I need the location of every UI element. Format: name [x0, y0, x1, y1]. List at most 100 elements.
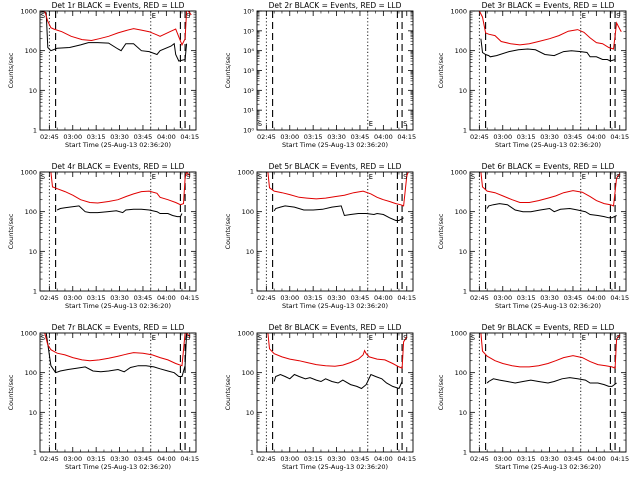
y-tick-label: 1000: [237, 330, 254, 338]
y-tick-label: 1000: [450, 169, 467, 177]
y-tick-label: 100: [455, 369, 467, 377]
x-tick-label: 04:00: [157, 455, 176, 463]
marker-S: S: [258, 173, 262, 181]
x-tick-label: 04:00: [374, 133, 393, 141]
marker-S: S: [186, 334, 190, 342]
x-tick-label: 04:00: [587, 133, 606, 141]
y-tick-label: 10¹: [243, 107, 254, 115]
x-tick-label: 03:15: [87, 455, 106, 463]
x-tick-label: 03:45: [134, 133, 153, 141]
panel-title: Det 3r BLACK = Events, RED = LLD: [482, 1, 615, 10]
y-tick-label: 1: [463, 449, 467, 457]
y-tick-label: 1: [463, 288, 467, 296]
marker-E: E: [152, 173, 156, 181]
x-tick-label: 02:45: [40, 294, 59, 302]
x-tick-label: 03:00: [63, 133, 82, 141]
y-tick-label: 1000: [20, 169, 37, 177]
x-tick-label: 03:00: [63, 294, 82, 302]
x-tick-label: 03:45: [564, 455, 583, 463]
marker-S: S: [403, 334, 407, 342]
marker-S: S: [471, 173, 475, 181]
series-events: [56, 205, 183, 218]
x-tick-label: 03:30: [110, 294, 129, 302]
y-tick-label: 10³: [243, 67, 254, 75]
panel-title: Det 7r BLACK = Events, RED = LLD: [52, 323, 185, 332]
series-events: [273, 205, 404, 221]
x-tick-label: 03:15: [87, 133, 106, 141]
y-tick-label: 100: [242, 369, 254, 377]
y-tick-label: 100: [242, 208, 254, 216]
x-axis-label: Start Time (25-Aug-13 02:36:20): [65, 463, 171, 471]
panel-title: Det 5r BLACK = Events, RED = LLD: [269, 162, 402, 171]
y-tick-label: 10²: [243, 87, 254, 95]
x-tick-label: 02:45: [470, 455, 489, 463]
x-axis-label: Start Time (25-Aug-13 02:36:20): [495, 302, 601, 310]
x-tick-label: 04:00: [374, 294, 393, 302]
y-axis-label: Counts/sec: [437, 213, 445, 249]
x-axis-label: Start Time (25-Aug-13 02:36:20): [495, 141, 601, 149]
x-axis-label: Start Time (25-Aug-13 02:36:20): [282, 141, 388, 149]
y-tick-label: 1000: [20, 8, 37, 16]
x-tick-label: 03:15: [304, 133, 323, 141]
plot-frame: [469, 171, 627, 292]
x-tick-label: 04:00: [374, 455, 393, 463]
x-tick-label: 04:00: [157, 133, 176, 141]
series-lld: [480, 333, 621, 369]
series-lld: [40, 333, 191, 367]
x-tick-label: 03:45: [351, 455, 370, 463]
plot-frame: [469, 332, 627, 453]
y-tick-label: 100: [455, 208, 467, 216]
x-tick-label: 03:15: [304, 455, 323, 463]
y-tick-label: 100: [25, 47, 37, 55]
marker-S: S: [616, 12, 620, 20]
plot-frame: [256, 332, 414, 453]
y-tick-label: 10: [29, 87, 37, 95]
marker-S: S: [41, 334, 45, 342]
marker-S: S: [186, 173, 190, 181]
x-tick-label: 03:00: [493, 455, 512, 463]
y-axis-label: Counts/sec: [224, 213, 232, 249]
y-tick-label: 1000: [450, 8, 467, 16]
x-tick-label: 02:45: [40, 455, 59, 463]
plot-frame: [39, 10, 197, 131]
series-events: [486, 203, 617, 219]
x-tick-label: 02:45: [257, 294, 276, 302]
marker-S: S: [41, 12, 45, 20]
marker-S: S: [186, 12, 190, 20]
x-tick-label: 04:15: [397, 455, 416, 463]
x-axis-label: Start Time (25-Aug-13 02:36:20): [495, 463, 601, 471]
series-events: [273, 373, 403, 390]
marker-S: S: [41, 173, 45, 181]
marker-E: E: [369, 120, 373, 128]
x-tick-label: 03:15: [517, 455, 536, 463]
x-tick-label: 03:15: [517, 133, 536, 141]
x-axis-label: Start Time (25-Aug-13 02:36:20): [282, 302, 388, 310]
x-tick-label: 03:30: [327, 455, 346, 463]
x-tick-label: 02:45: [470, 133, 489, 141]
series-lld: [480, 172, 621, 207]
x-tick-label: 03:00: [280, 455, 299, 463]
plot-frame: [39, 332, 197, 453]
plot-frame: [469, 10, 627, 131]
marker-S: S: [616, 334, 620, 342]
x-tick-label: 03:45: [564, 133, 583, 141]
y-tick-label: 10⁰: [243, 127, 254, 135]
y-tick-label: 1000: [20, 330, 37, 338]
panel-det5: Det 5r BLACK = Events, RED = LLD Counts/s…: [224, 162, 416, 310]
x-tick-label: 04:15: [610, 294, 629, 302]
plot-frame: [256, 171, 414, 292]
marker-S: S: [471, 334, 475, 342]
y-tick-label: 10: [246, 409, 254, 417]
x-tick-label: 03:00: [493, 133, 512, 141]
marker-S: S: [403, 173, 407, 181]
y-tick-label: 1: [33, 127, 37, 135]
marker-S: S: [258, 334, 262, 342]
series-events: [486, 377, 617, 387]
x-tick-label: 04:00: [587, 455, 606, 463]
x-axis-label: Start Time (25-Aug-13 02:36:20): [282, 463, 388, 471]
marker-E: E: [369, 173, 373, 181]
x-tick-label: 04:15: [610, 133, 629, 141]
marker-S: S: [403, 120, 407, 128]
x-tick-label: 04:15: [180, 455, 199, 463]
series-lld: [478, 11, 622, 50]
